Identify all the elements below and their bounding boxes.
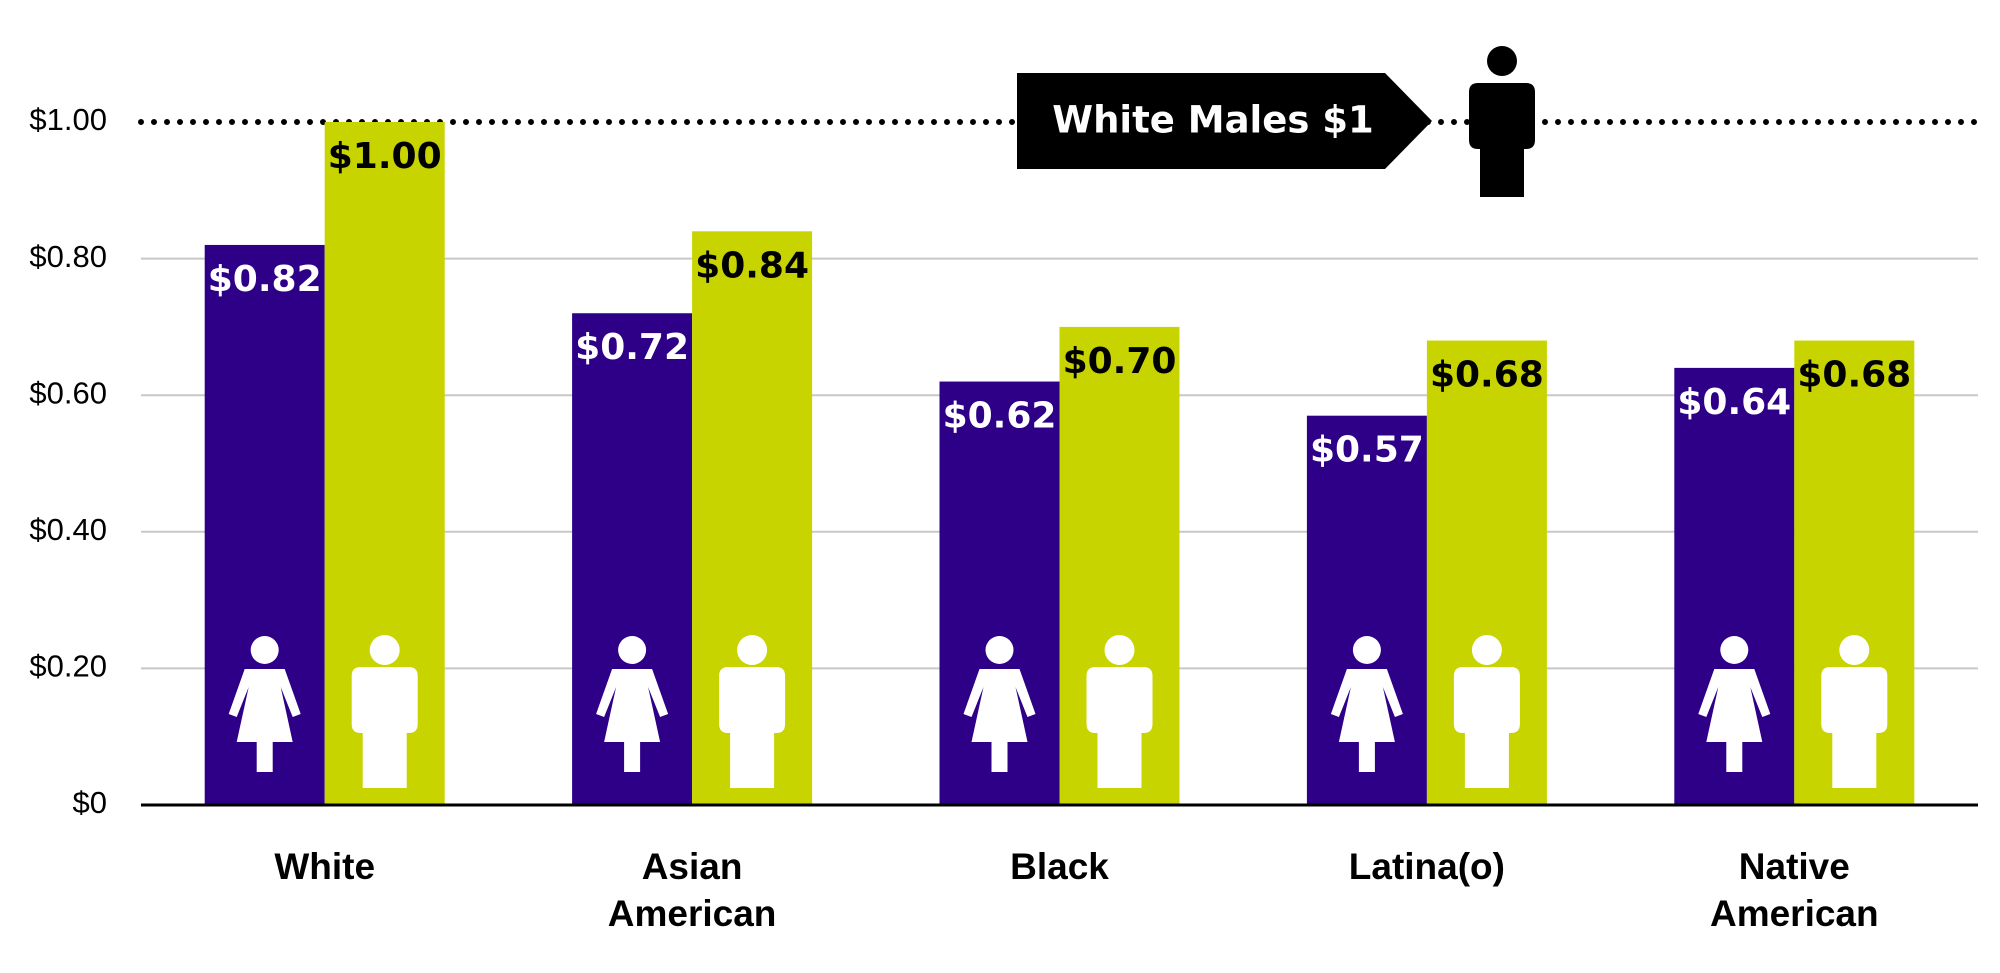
y-tick-label: $0.80: [29, 239, 107, 274]
male-icon: [1839, 635, 1870, 665]
male-icon: [351, 667, 418, 788]
value-label: $0.84: [695, 245, 809, 286]
male-icon: [1453, 667, 1520, 788]
value-label: $0.72: [575, 327, 689, 368]
value-label: $0.68: [1430, 355, 1544, 396]
value-label: $0.57: [1310, 430, 1424, 471]
male-icon: [1086, 667, 1153, 788]
female-icon: [618, 636, 647, 664]
female-icon: [1330, 669, 1403, 772]
female-icon: [250, 636, 279, 664]
female-icon: [985, 636, 1014, 664]
x-tick-label: Latina(o): [1348, 846, 1505, 887]
value-label: $0.82: [208, 259, 322, 300]
y-tick-label: $0.60: [29, 375, 107, 410]
value-label: $0.62: [943, 396, 1057, 437]
female-icon: [596, 669, 669, 772]
male-icon: [1821, 667, 1888, 788]
x-tick-label: Asian American: [607, 846, 777, 934]
female-icon: [228, 669, 301, 772]
female-icon: [1352, 636, 1381, 664]
female-icon: [1698, 669, 1771, 772]
male-icon: [369, 635, 400, 665]
y-tick-label: $0.40: [29, 512, 107, 547]
y-tick-label: $0: [73, 785, 107, 820]
male-icon: [1471, 635, 1502, 665]
male-icon: [1487, 46, 1517, 76]
value-label: $0.64: [1677, 382, 1791, 423]
female-icon: [963, 669, 1036, 772]
annotation-box: [1017, 73, 1432, 169]
value-label: $0.68: [1797, 355, 1911, 396]
value-label: $1.00: [328, 136, 442, 177]
female-icon: [1720, 636, 1749, 664]
value-label: $0.70: [1063, 341, 1177, 382]
male-icon: [737, 635, 768, 665]
male-icon: [1469, 83, 1535, 197]
male-icon: [719, 667, 786, 788]
x-tick-label: Black: [1010, 846, 1109, 887]
x-tick-label: White: [274, 846, 376, 887]
y-tick-label: $1.00: [29, 102, 107, 137]
male-icon: [1104, 635, 1135, 665]
x-tick-label: Native American: [1709, 846, 1879, 934]
y-tick-label: $0.20: [29, 649, 107, 684]
annotation: White Males $1: [1052, 99, 1373, 142]
